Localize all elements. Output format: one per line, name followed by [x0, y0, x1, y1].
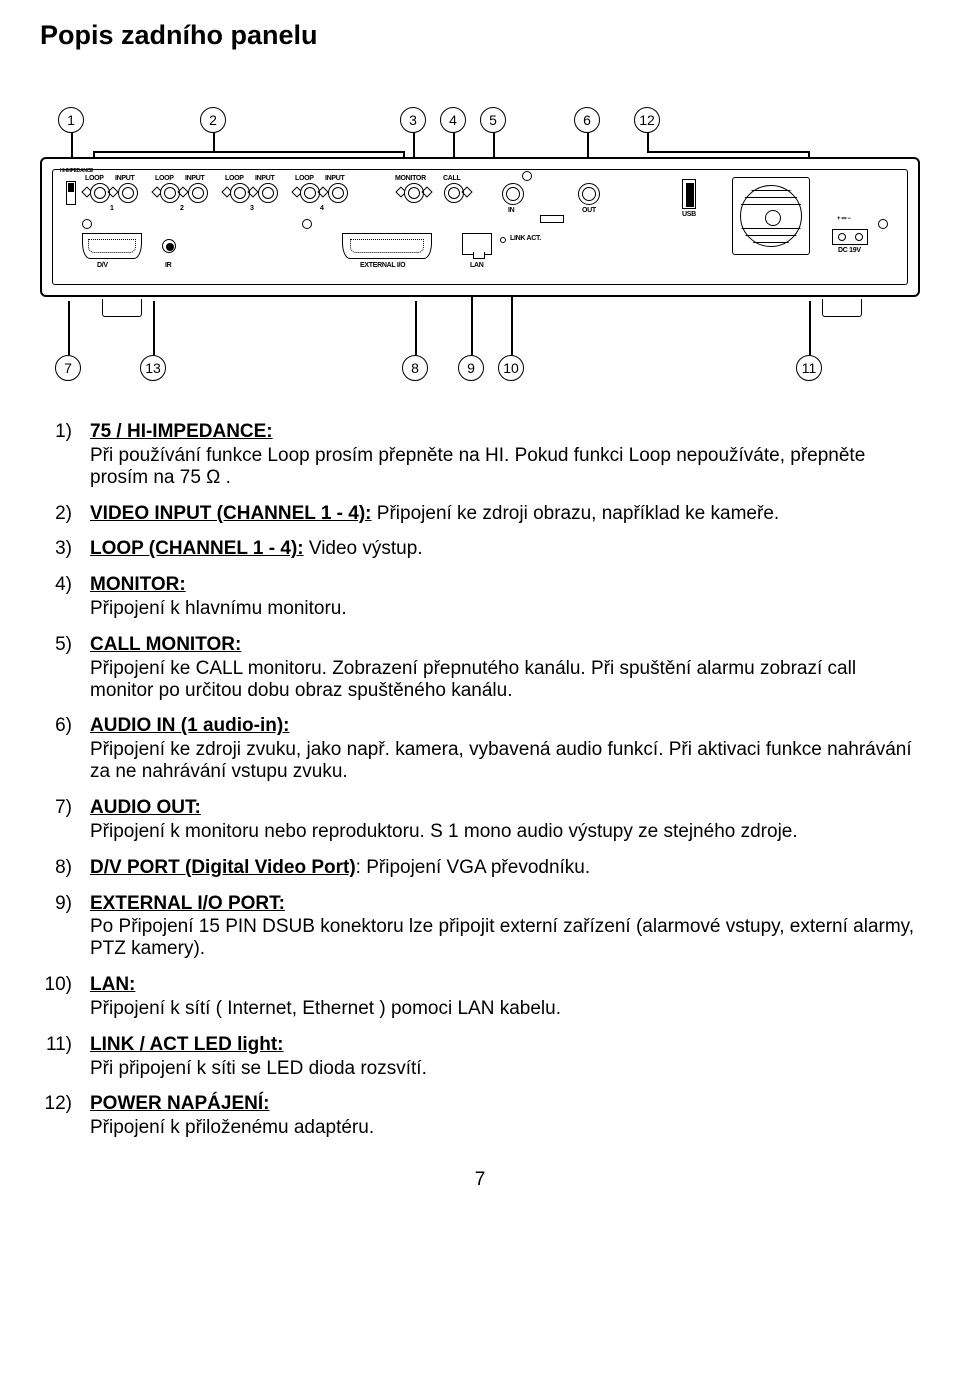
item-name: LINK / ACT LED light: — [90, 1034, 284, 1055]
label-dv: D/V — [97, 262, 108, 270]
label-input: INPUT — [115, 175, 135, 183]
item-desc: Připojení ke zdroji zvuku, jako např. ka… — [90, 739, 920, 783]
list-item: 7) AUDIO OUT: Připojení k monitoru nebo … — [40, 797, 920, 843]
callout-13: 13 — [140, 355, 166, 381]
item-desc: Při připojení k síti se LED dioda rozsví… — [90, 1058, 920, 1080]
items-list: 1) 75 / HI-IMPEDANCE: Při používání funk… — [40, 421, 920, 1139]
page-title: Popis zadního panelu — [40, 20, 920, 51]
item-num: 12) — [40, 1093, 72, 1139]
label-dc: DC 19V — [838, 247, 861, 255]
list-item: 11) LINK / ACT LED light: Při připojení … — [40, 1034, 920, 1080]
label-ir: IR — [165, 262, 171, 270]
item-name: D/V PORT (Digital Video Port) — [90, 857, 356, 878]
item-desc-inline: Připojení ke zdroji obrazu, například ke… — [372, 503, 780, 524]
callout-4: 4 — [440, 107, 466, 133]
callout-2: 2 — [200, 107, 226, 133]
callout-8: 8 — [402, 355, 428, 381]
item-desc: Připojení k sítí ( Internet, Ethernet ) … — [90, 998, 920, 1020]
page-number: 7 — [40, 1169, 920, 1191]
item-num: 1) — [40, 421, 72, 489]
item-name: 75 / HI-IMPEDANCE: — [90, 421, 273, 442]
list-item: 9) EXTERNAL I/O PORT: Po Připojení 15 PI… — [40, 893, 920, 961]
item-name: AUDIO OUT: — [90, 797, 201, 818]
label-usb: USB — [682, 211, 696, 219]
list-item: 3) LOOP (CHANNEL 1 - 4): Video výstup. — [40, 538, 920, 560]
list-item: 4) MONITOR: Připojení k hlavnímu monitor… — [40, 574, 920, 620]
item-num: 2) — [40, 503, 72, 525]
callout-6: 6 — [574, 107, 600, 133]
panel-outer: HI-IMPEDANCE LOOP INPUT 1 LOOP INPUT 2 L… — [40, 157, 920, 297]
item-name: LOOP (CHANNEL 1 - 4): — [90, 538, 304, 559]
label-lan: LAN — [470, 262, 484, 270]
item-num: 9) — [40, 893, 72, 961]
item-num: 6) — [40, 715, 72, 783]
label-link-act: LINK ACT. — [510, 235, 541, 242]
label-call: CALL — [443, 175, 460, 183]
label-in: IN — [508, 207, 514, 215]
list-item: 10) LAN: Připojení k sítí ( Internet, Et… — [40, 974, 920, 1020]
item-name: CALL MONITOR: — [90, 634, 241, 655]
label-extio: EXTERNAL I/O — [360, 262, 405, 270]
callout-10: 10 — [498, 355, 524, 381]
item-desc: Při používání funkce Loop prosím přepnět… — [90, 445, 920, 489]
item-num: 11) — [40, 1034, 72, 1080]
item-desc-inline: Video výstup. — [304, 538, 423, 559]
callout-12: 12 — [634, 107, 660, 133]
list-item: 12) POWER NAPÁJENÍ: Připojení k přiložen… — [40, 1093, 920, 1139]
item-desc: Připojení k monitoru nebo reproduktoru. … — [90, 821, 920, 843]
callout-11: 11 — [796, 355, 822, 381]
item-name: POWER NAPÁJENÍ: — [90, 1093, 269, 1114]
list-item: 1) 75 / HI-IMPEDANCE: Při používání funk… — [40, 421, 920, 489]
list-item: 5) CALL MONITOR: Připojení ke CALL monit… — [40, 634, 920, 702]
item-name: VIDEO INPUT (CHANNEL 1 - 4): — [90, 503, 372, 524]
item-desc: Po Připojení 15 PIN DSUB konektoru lze p… — [90, 916, 920, 960]
item-num: 10) — [40, 974, 72, 1020]
item-num: 7) — [40, 797, 72, 843]
item-num: 4) — [40, 574, 72, 620]
item-desc: Připojení ke CALL monitoru. Zobrazení př… — [90, 658, 920, 702]
callout-7: 7 — [55, 355, 81, 381]
rear-panel-diagram: 1 2 3 4 5 6 12 7 13 8 9 10 11 HI-IMPEDAN… — [40, 71, 920, 391]
list-item: 2) VIDEO INPUT (CHANNEL 1 - 4): Připojen… — [40, 503, 920, 525]
callout-3: 3 — [400, 107, 426, 133]
callout-1: 1 — [58, 107, 84, 133]
item-num: 5) — [40, 634, 72, 702]
callout-5: 5 — [480, 107, 506, 133]
item-num: 3) — [40, 538, 72, 560]
list-item: 6) AUDIO IN (1 audio-in): Připojení ke z… — [40, 715, 920, 783]
item-name: EXTERNAL I/O PORT: — [90, 893, 285, 914]
list-item: 8) D/V PORT (Digital Video Port): Připoj… — [40, 857, 920, 879]
label-impedance: HI-IMPEDANCE — [60, 169, 93, 175]
label-monitor: MONITOR — [395, 175, 426, 183]
item-desc: Připojení k přiloženému adaptéru. — [90, 1117, 920, 1139]
item-desc: Připojení k hlavnímu monitoru. — [90, 598, 920, 620]
label-out: OUT — [582, 207, 596, 215]
callout-9: 9 — [458, 355, 484, 381]
item-name: LAN: — [90, 974, 135, 995]
item-name: MONITOR: — [90, 574, 186, 595]
item-name: AUDIO IN (1 audio-in): — [90, 715, 289, 736]
item-num: 8) — [40, 857, 72, 879]
label-loop: LOOP — [85, 175, 104, 183]
item-desc-inline: : Připojení VGA převodníku. — [356, 857, 590, 878]
